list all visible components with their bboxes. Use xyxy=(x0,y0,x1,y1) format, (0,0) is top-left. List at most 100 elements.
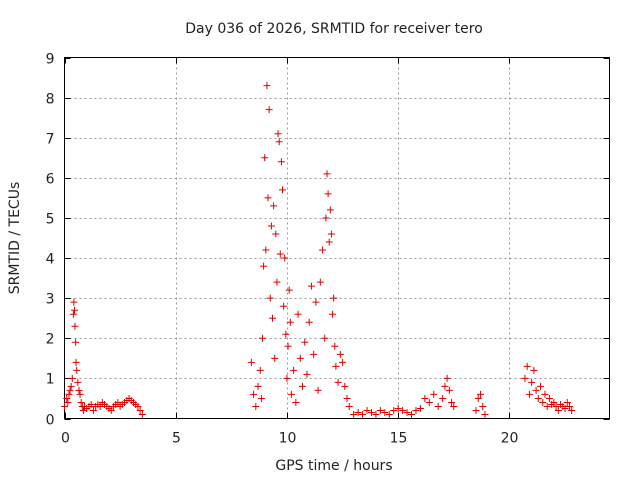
data-point xyxy=(479,402,487,410)
data-point xyxy=(329,310,337,318)
data-point xyxy=(303,370,311,378)
data-point xyxy=(323,170,331,178)
data-point xyxy=(408,410,416,418)
data-point xyxy=(316,278,324,286)
data-point xyxy=(354,408,362,416)
data-point xyxy=(250,390,258,398)
data-point xyxy=(554,406,562,414)
data-point xyxy=(280,302,288,310)
data-point xyxy=(443,374,451,382)
y-tick-label: 8 xyxy=(46,92,55,108)
y-tick-label: 9 xyxy=(46,52,55,68)
data-point xyxy=(72,358,80,366)
data-point xyxy=(69,310,77,318)
data-point xyxy=(563,398,571,406)
data-point xyxy=(322,214,330,222)
data-point xyxy=(439,394,447,402)
data-point xyxy=(77,398,85,406)
data-point xyxy=(523,362,531,370)
data-point xyxy=(326,206,334,214)
x-tick-label: 15 xyxy=(390,431,408,447)
data-point xyxy=(75,386,83,394)
data-point xyxy=(89,406,97,414)
data-point xyxy=(134,402,142,410)
data-point xyxy=(390,406,398,414)
data-point xyxy=(530,366,538,374)
data-point xyxy=(67,382,75,390)
data-point xyxy=(286,318,294,326)
data-point xyxy=(268,314,276,322)
data-point xyxy=(528,378,536,386)
data-point xyxy=(271,354,279,362)
data-point xyxy=(416,404,424,412)
data-point xyxy=(521,374,529,382)
x-tick-label: 5 xyxy=(172,431,181,447)
data-point xyxy=(363,406,371,414)
data-point xyxy=(305,318,313,326)
data-point xyxy=(543,402,551,410)
data-point xyxy=(381,408,389,416)
data-point xyxy=(481,410,489,418)
data-point xyxy=(74,378,82,386)
data-point xyxy=(284,342,292,350)
data-point xyxy=(321,334,329,342)
data-point xyxy=(332,362,340,370)
data-point xyxy=(312,298,320,306)
data-point xyxy=(448,398,456,406)
data-point xyxy=(138,410,146,418)
data-point xyxy=(136,406,144,414)
data-point xyxy=(412,406,420,414)
data-point xyxy=(552,402,560,410)
data-point xyxy=(399,406,407,414)
y-tick-label: 0 xyxy=(46,413,55,429)
data-point xyxy=(385,410,393,418)
data-point xyxy=(359,410,367,418)
data-point xyxy=(71,322,79,330)
data-point xyxy=(539,398,547,406)
data-point xyxy=(281,254,289,262)
data-point xyxy=(330,294,338,302)
data-point xyxy=(299,382,307,390)
ticks xyxy=(64,57,610,420)
data-point xyxy=(565,402,573,410)
data-point xyxy=(276,250,284,258)
data-point xyxy=(61,402,68,410)
y-tick-label: 1 xyxy=(46,372,55,388)
data-point xyxy=(301,338,309,346)
data-point xyxy=(537,382,545,390)
data-point xyxy=(266,294,274,302)
tick-labels: 0 1 2 3 4 5 6 7 8 9 0 5 10 15 20 xyxy=(46,52,519,447)
data-point xyxy=(273,278,281,286)
data-point xyxy=(254,382,262,390)
data-point xyxy=(534,394,542,402)
data-point xyxy=(76,390,84,398)
y-tick-label: 3 xyxy=(46,292,55,308)
data-point xyxy=(265,106,273,114)
data-point xyxy=(472,406,480,414)
data-point xyxy=(561,404,569,412)
data-point xyxy=(73,366,81,374)
data-points xyxy=(61,82,576,418)
data-point xyxy=(65,390,73,398)
data-point xyxy=(285,286,293,294)
y-tick-label: 4 xyxy=(46,252,55,268)
data-point xyxy=(247,358,255,366)
data-point xyxy=(256,366,264,374)
data-point xyxy=(343,394,351,402)
data-point xyxy=(252,402,260,410)
y-tick-label: 5 xyxy=(46,212,55,228)
data-point xyxy=(319,246,327,254)
y-axis-title: SRMTID / TECUs xyxy=(7,182,23,295)
data-point xyxy=(70,298,78,306)
data-point xyxy=(350,410,358,418)
data-point xyxy=(274,130,282,138)
chart-title: Day 036 of 2026, SRMTID for receiver ter… xyxy=(185,21,483,37)
data-point xyxy=(331,342,339,350)
data-point xyxy=(262,246,270,254)
x-tick-label: 20 xyxy=(501,431,519,447)
data-point xyxy=(107,406,115,414)
data-point xyxy=(441,382,449,390)
data-point xyxy=(339,358,347,366)
data-point xyxy=(325,238,333,246)
